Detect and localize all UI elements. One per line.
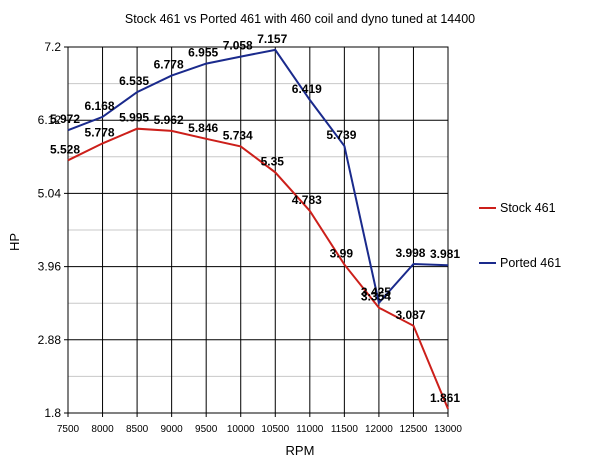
data-label: 7.058 [223, 39, 253, 53]
y-axis-label: HP [7, 233, 22, 251]
x-tick-label: 9000 [161, 424, 184, 435]
data-label: 6.168 [85, 99, 115, 113]
series-line-ported-461 [67, 48, 449, 306]
data-labels: 5.528 5.778 5.995 5.962 5.846 5.734 5.35 4.783 3… [50, 32, 460, 405]
data-label: 5.739 [326, 128, 356, 142]
data-label: 5.846 [188, 121, 218, 135]
x-tick-label: 9500 [195, 424, 218, 435]
data-label: 5.734 [223, 128, 253, 142]
data-label: 5.972 [50, 112, 80, 126]
plot-area-border [67, 46, 449, 414]
data-label: 6.955 [188, 46, 218, 60]
axes: 1.8 2.88 3.96 5.04 6.12 7.2 7500 8000 8500 9000 95… [38, 40, 463, 435]
chart-title: Stock 461 vs Ported 461 with 460 coil an… [125, 12, 475, 26]
data-label: 6.778 [154, 58, 184, 72]
data-label: 5.35 [261, 154, 285, 168]
data-label: 3.99 [330, 247, 354, 261]
x-tick-label: 8000 [91, 424, 114, 435]
data-label: 4.783 [292, 193, 322, 207]
data-label: 5.995 [119, 111, 149, 125]
legend-label: Ported 461 [500, 256, 561, 270]
x-tick-label: 7500 [57, 424, 80, 435]
x-tick-label: 10500 [261, 424, 289, 435]
data-label: 6.419 [292, 82, 322, 96]
x-tick-label: 13000 [434, 424, 462, 435]
data-label: 3.354 [361, 290, 391, 304]
data-label: 3.998 [395, 246, 425, 260]
x-tick-label: 8500 [126, 424, 149, 435]
data-label: 6.535 [119, 74, 149, 88]
x-tick-label: 12000 [365, 424, 393, 435]
data-label: 5.962 [154, 113, 184, 127]
x-axis-label: RPM [286, 443, 315, 458]
data-label: 3.425 [361, 285, 391, 299]
x-tick-label: 11500 [331, 424, 359, 435]
y-tick-label: 7.2 [44, 40, 61, 54]
x-tick-label: 10000 [227, 424, 255, 435]
x-tick-label: 11000 [296, 424, 324, 435]
series-lines [67, 48, 449, 410]
data-label: 1.861 [430, 391, 460, 405]
data-label: 3.981 [430, 247, 460, 261]
y-tick-label: 5.04 [38, 186, 62, 200]
data-label: 7.157 [257, 32, 287, 46]
y-tick-label: 1.8 [44, 406, 61, 420]
legend: Stock 461 Ported 461 [479, 201, 561, 270]
data-label: 5.528 [50, 142, 80, 156]
data-label: 5.778 [85, 125, 115, 139]
series-line-stock-461 [67, 127, 449, 410]
data-label: 3.087 [395, 308, 425, 322]
y-tick-label: 6.12 [38, 113, 62, 127]
y-tick-label: 2.88 [38, 333, 62, 347]
x-tick-label: 12500 [400, 424, 428, 435]
y-tick-label: 3.96 [38, 260, 62, 274]
legend-label: Stock 461 [500, 201, 556, 215]
